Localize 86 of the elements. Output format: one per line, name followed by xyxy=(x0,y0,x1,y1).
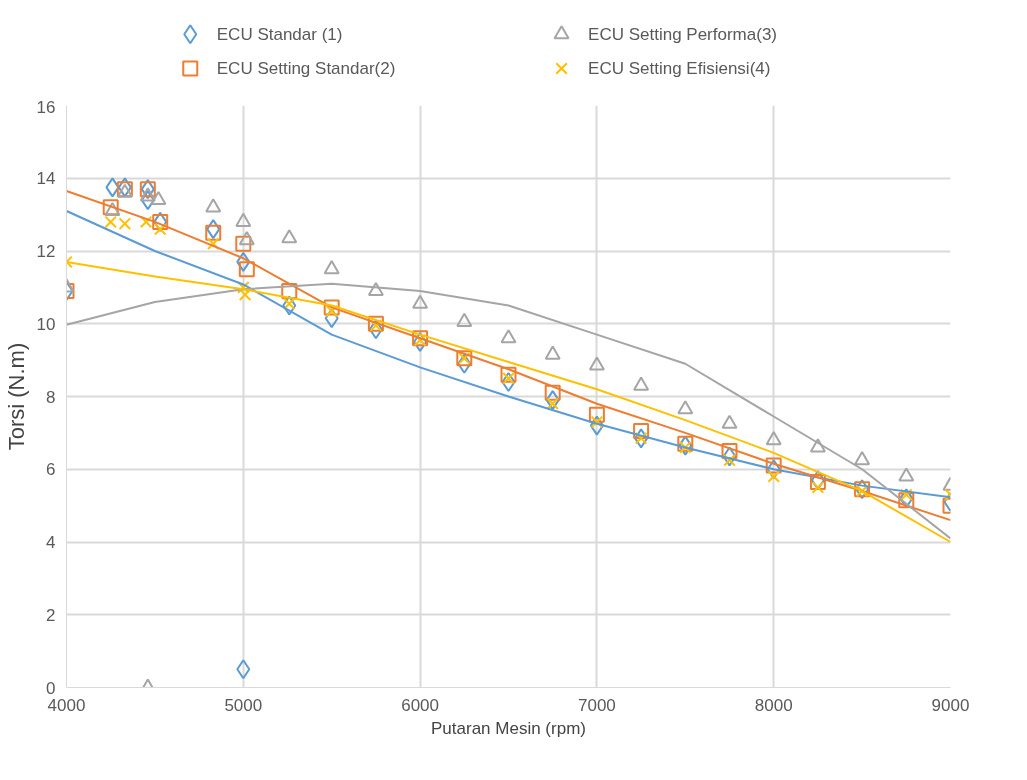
point xyxy=(153,222,167,236)
point xyxy=(811,481,825,494)
point xyxy=(235,235,252,252)
point xyxy=(633,423,650,440)
x-tick-label: 4000 xyxy=(47,695,86,715)
x-tick-label: 5000 xyxy=(224,695,263,715)
point xyxy=(238,261,255,278)
y-tick-label: 2 xyxy=(46,605,56,625)
point xyxy=(206,219,221,240)
point xyxy=(501,371,516,392)
y-tick-label: 0 xyxy=(46,678,56,698)
point xyxy=(236,659,251,680)
point xyxy=(412,294,429,309)
point xyxy=(900,488,913,502)
point xyxy=(238,288,252,301)
point xyxy=(139,187,156,202)
y-tick-label: 6 xyxy=(46,460,56,480)
point xyxy=(544,384,561,401)
point xyxy=(634,432,648,445)
point xyxy=(238,231,255,246)
legend-label: ECU Setting Performa(3) xyxy=(588,24,778,44)
y-tick-label: 4 xyxy=(46,533,56,552)
x-tick-label: 6000 xyxy=(401,695,440,715)
legend-label: ECU Setting Standar(2) xyxy=(216,59,396,78)
point xyxy=(282,295,297,316)
point xyxy=(898,492,915,509)
point xyxy=(413,331,428,352)
point xyxy=(105,177,120,198)
point xyxy=(590,415,604,429)
point xyxy=(237,281,250,294)
point xyxy=(589,415,604,436)
point xyxy=(633,376,650,391)
point xyxy=(323,260,340,275)
x-axis-title: Putaran Mesin (rpm) xyxy=(431,718,586,738)
point xyxy=(117,177,132,198)
point xyxy=(634,428,649,449)
point xyxy=(677,400,694,415)
point xyxy=(765,457,782,474)
point xyxy=(588,406,605,423)
point xyxy=(367,315,384,332)
y-tick-label: 12 xyxy=(36,242,56,261)
point xyxy=(678,435,693,456)
point xyxy=(139,215,153,229)
point xyxy=(898,467,915,482)
point xyxy=(369,319,383,332)
y-tick-label: 10 xyxy=(36,314,56,334)
point xyxy=(679,441,692,454)
point xyxy=(765,431,782,446)
point xyxy=(500,366,517,383)
point xyxy=(723,453,736,467)
y-tick-label: 8 xyxy=(46,387,56,407)
point xyxy=(766,459,781,480)
point xyxy=(367,281,384,297)
legend-label: ECU Standar (1) xyxy=(216,24,343,44)
y-tick-label: 16 xyxy=(36,97,56,117)
x-tick-label: 7000 xyxy=(577,695,616,715)
point xyxy=(206,237,220,251)
point xyxy=(205,198,222,213)
point xyxy=(588,356,605,371)
point xyxy=(281,283,298,300)
point xyxy=(150,190,167,206)
x-tick-label: 9000 xyxy=(931,695,970,715)
point xyxy=(368,319,383,340)
point xyxy=(854,451,871,466)
y-axis-title: Torsi (N.m) xyxy=(3,342,29,451)
point xyxy=(456,312,473,327)
point xyxy=(457,353,472,374)
point xyxy=(323,299,340,316)
point xyxy=(767,470,780,483)
point xyxy=(809,438,826,453)
point xyxy=(205,224,222,241)
point xyxy=(236,251,251,272)
point xyxy=(235,212,252,227)
y-tick-label: 14 xyxy=(36,169,56,189)
point xyxy=(722,446,737,467)
point xyxy=(140,190,155,211)
point xyxy=(324,308,339,329)
point xyxy=(544,345,561,360)
point xyxy=(500,329,517,344)
legend-label: ECU Setting Efisiensi(4) xyxy=(588,59,771,78)
point xyxy=(281,229,298,244)
point xyxy=(721,414,738,429)
point xyxy=(545,390,560,411)
x-tick-label: 8000 xyxy=(754,695,793,715)
point xyxy=(721,443,738,460)
point xyxy=(677,435,694,452)
